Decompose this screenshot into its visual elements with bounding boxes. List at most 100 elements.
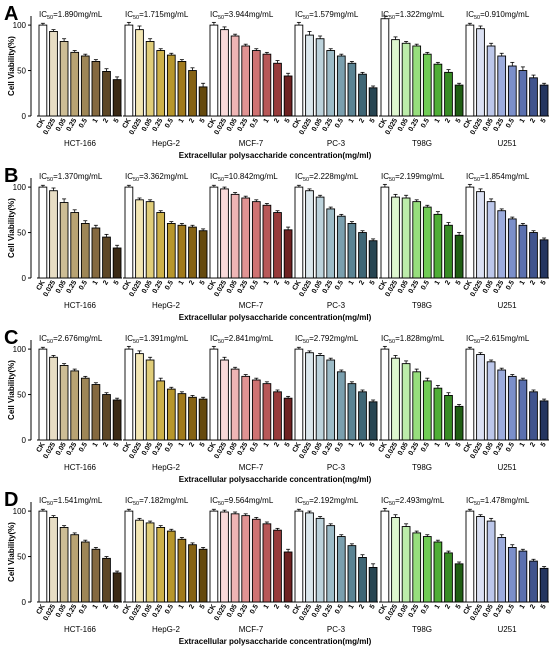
x-tick-label: 0.25 [408, 279, 421, 294]
bar [539, 239, 549, 279]
ic50-annotation: IC50=1.854mg/mL [466, 172, 530, 183]
bar [91, 548, 101, 603]
x-tick-label: 1 [519, 117, 527, 124]
y-tick-label: 0 [22, 598, 27, 607]
ic50-prefix: IC [466, 496, 474, 505]
bar [294, 510, 304, 603]
x-tick-label: 0.25 [322, 117, 335, 132]
y-tick-label: 50 [17, 67, 26, 76]
ic50-value: =1.579mg/mL [309, 10, 359, 19]
x-tick-label: 2 [529, 441, 537, 448]
bar [230, 35, 240, 117]
bar [198, 398, 208, 441]
bar [476, 354, 485, 441]
bar [198, 86, 208, 117]
y-tick-label: 100 [13, 183, 27, 192]
bar [156, 212, 166, 279]
x-tick-label: 1 [92, 117, 100, 124]
ic50-prefix: IC [39, 334, 47, 343]
ic50-value: =2.792mg/mL [309, 334, 359, 343]
ic50-annotation: IC50=2.676mg/mL [39, 334, 103, 345]
bar [251, 50, 261, 117]
x-tick-label: 0.5 [420, 603, 431, 615]
x-tick-label: 1 [178, 603, 186, 610]
ic50-value: =2.192mg/mL [309, 496, 359, 505]
x-tick-label: 0.5 [334, 117, 345, 129]
ic50-value: =2.615mg/mL [480, 334, 530, 343]
bar [156, 527, 166, 603]
y-tick-label: 100 [13, 507, 27, 516]
x-tick-label: 0.5 [420, 117, 431, 129]
ic50-value: =3.944mg/mL [224, 10, 274, 19]
panel-label: D [4, 489, 18, 511]
bar [305, 190, 314, 279]
x-tick-label: 0.25 [493, 279, 506, 294]
ic50-prefix: IC [381, 172, 389, 181]
ic50-prefix: IC [381, 334, 389, 343]
x-tick-label: 2 [358, 279, 366, 286]
ic50-subscript: 50 [133, 501, 139, 507]
bar [465, 348, 475, 441]
ic50-prefix: IC [210, 172, 218, 181]
bar [497, 537, 507, 603]
cell-line-label: U251 [497, 463, 517, 472]
x-tick-label: CK [378, 442, 389, 454]
bar [124, 186, 134, 279]
bar [433, 387, 443, 441]
ic50-subscript: 50 [218, 339, 224, 345]
bar [241, 375, 251, 441]
x-tick-label: 0.25 [408, 441, 421, 456]
x-tick-label: 0.5 [420, 279, 431, 291]
bar [326, 525, 336, 603]
bar [156, 380, 166, 441]
ic50-annotation: IC50=7.182mg/mL [125, 496, 189, 507]
ic50-value: =1.890mg/mL [53, 10, 103, 19]
bar [294, 186, 304, 279]
bar [422, 380, 432, 441]
x-tick-label: 2 [188, 279, 196, 286]
y-tick-label: 0 [22, 112, 27, 121]
bar [59, 202, 69, 279]
y-axis-label: Cell Viability(%) [7, 360, 16, 420]
x-tick-label: 0.5 [334, 603, 345, 615]
x-tick-label: 0.25 [152, 279, 165, 294]
x-tick-label: 2 [273, 279, 281, 286]
bar [336, 371, 346, 441]
bar [135, 519, 144, 603]
bar [59, 527, 69, 603]
ic50-subscript: 50 [303, 501, 309, 507]
bar [241, 45, 251, 117]
x-tick-label: 5 [284, 117, 292, 124]
ic50-prefix: IC [125, 334, 133, 343]
x-tick-label: 5 [199, 441, 207, 448]
x-axis-label: Extracellular polysaccharide concentrati… [179, 475, 372, 484]
x-tick-label: CK [122, 604, 133, 616]
bar [283, 229, 293, 279]
bar [358, 557, 367, 603]
ic50-annotation: IC50=1.828mg/mL [381, 334, 445, 345]
ic50-subscript: 50 [218, 501, 224, 507]
panel-label: A [4, 3, 18, 25]
bar [230, 368, 240, 441]
x-tick-label: 1 [434, 279, 442, 286]
cell-line-label: U251 [497, 301, 517, 310]
bar [465, 24, 475, 117]
ic50-annotation: IC50=2.192mg/mL [295, 496, 359, 507]
cell-line-label: MCF-7 [239, 301, 264, 310]
bar [401, 363, 411, 441]
bar [220, 188, 229, 279]
x-tick-label: 5 [369, 441, 377, 448]
x-tick-label: CK [36, 442, 47, 454]
x-tick-label: CK [463, 604, 474, 616]
ic50-subscript: 50 [133, 177, 139, 183]
bar [283, 397, 293, 441]
bar [391, 196, 400, 279]
x-tick-label: CK [378, 280, 389, 292]
ic50-annotation: IC50=1.478mg/mL [466, 496, 530, 507]
bar [486, 201, 496, 279]
